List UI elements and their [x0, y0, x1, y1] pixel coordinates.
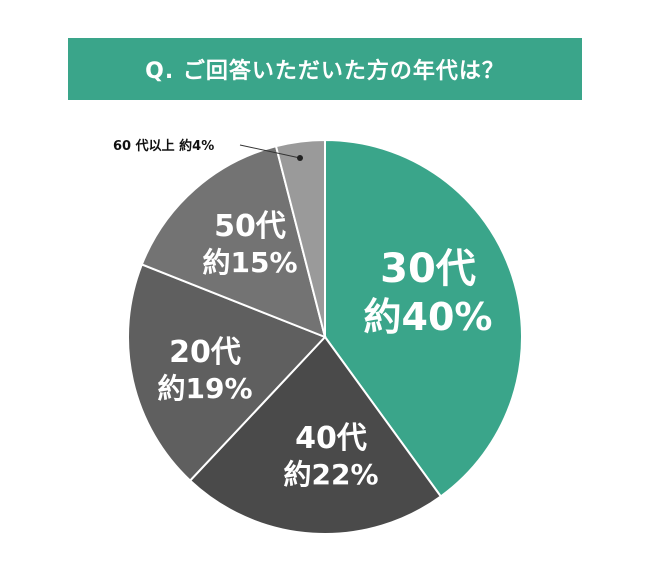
slice-60s-plus [274, 138, 326, 338]
slice-30s-value-label: 約40% [364, 295, 493, 339]
callout: 60 代以上 約4% [113, 138, 303, 161]
slice-50s [140, 144, 327, 339]
callout-dot [297, 155, 303, 161]
slice-40s-value-label: 約22% [283, 458, 378, 491]
question-title: Q. ご回答いただいた方の年代は？ [145, 59, 505, 84]
slice-50s-value-label: 約15% [202, 246, 297, 279]
slice-30s-category-label: 30代 [380, 246, 476, 292]
slice-20s-value-label: 約19% [157, 372, 252, 405]
slice-40s-category-label: 40代 [295, 421, 367, 456]
slice-50s-category-label: 50代 [214, 209, 286, 244]
callout-label: 60 代以上 約4% [113, 138, 214, 154]
slice-30s [324, 138, 523, 498]
pie-slices [127, 138, 523, 536]
callout-leader-line [239, 144, 301, 159]
question-banner: Q. ご回答いただいた方の年代は？ [68, 38, 582, 100]
slice-40s [188, 335, 443, 536]
slice-20s-category-label: 20代 [169, 335, 241, 370]
